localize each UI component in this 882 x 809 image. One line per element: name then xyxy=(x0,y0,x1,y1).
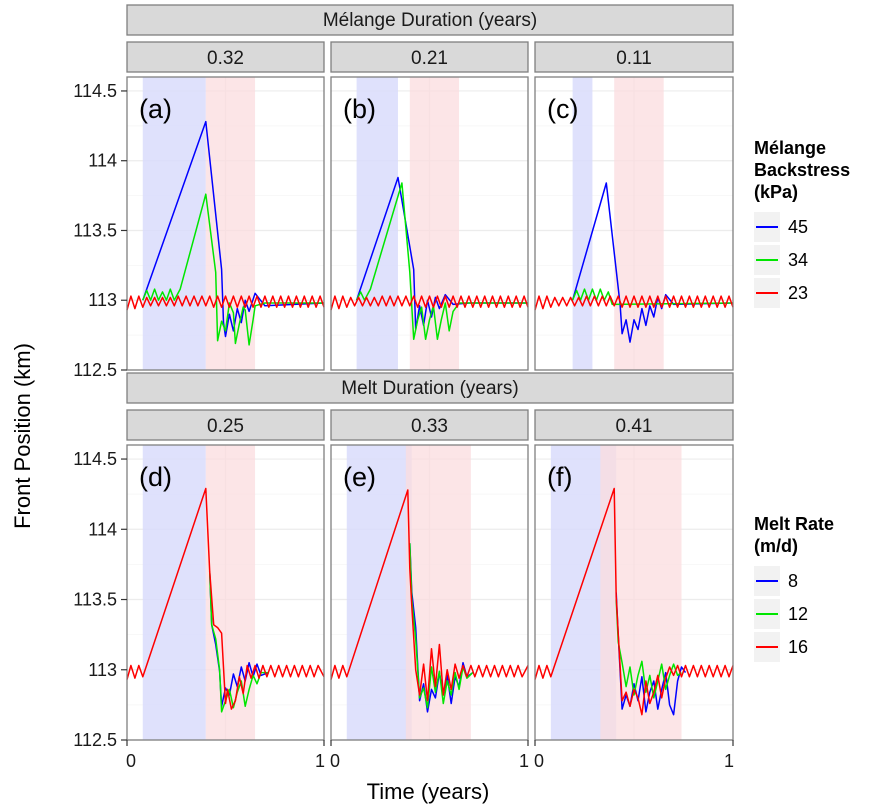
facet-strip-label: 0.25 xyxy=(207,416,244,437)
panel-label: (b) xyxy=(343,94,376,124)
legend-label: 16 xyxy=(788,637,808,657)
legend-label: 8 xyxy=(788,571,798,591)
y-axis-title: Front Position (km) xyxy=(10,343,35,529)
y-tick-label: 113.5 xyxy=(73,220,117,240)
facet-strip-label: 0.11 xyxy=(616,48,652,69)
x-axis-title: Time (years) xyxy=(367,779,490,804)
x-tick-label: 0 xyxy=(330,751,340,771)
row-strip-label: Melt Duration (years) xyxy=(341,378,518,399)
panel-a: 0.32 (a) 112.5 113 113.5 114 114.5 xyxy=(73,42,324,380)
panel-e: 0.33 (e) 0 1 xyxy=(330,410,529,771)
legend-title: Backstress xyxy=(754,160,850,180)
facet-strip-label: 0.32 xyxy=(207,48,244,69)
legend: Melt Rate(m/d) 8 12 16 xyxy=(754,514,834,662)
panel-f: 0.41 (f) 0 1 xyxy=(534,410,734,771)
x-tick-label: 0 xyxy=(126,751,136,771)
legend-label: 45 xyxy=(788,217,808,237)
panel-label: (f) xyxy=(547,462,572,492)
melt-period-shade xyxy=(410,77,459,370)
panel-d: 0.25 (d) 112.5 113 113.5 114 114.5 0 1 xyxy=(73,410,325,771)
legend-title: Melt Rate xyxy=(754,514,834,534)
melt-period-shade xyxy=(600,445,681,740)
y-tick-label: 112.5 xyxy=(73,730,117,750)
legend-title: (kPa) xyxy=(754,182,798,202)
row-strip-label: Mélange Duration (years) xyxy=(323,10,537,31)
y-tick-label: 114.5 xyxy=(73,81,117,101)
legend-label: 12 xyxy=(788,604,808,624)
x-tick-label: 1 xyxy=(315,751,325,771)
panel-c: 0.11 (c) xyxy=(535,42,733,370)
y-tick-label: 114 xyxy=(88,519,117,539)
facet-strip-label: 0.21 xyxy=(411,48,448,69)
panel-label: (e) xyxy=(343,462,376,492)
facet-row-2: Melt Duration (years) 0.25 (d) 112.5 113 113.… xyxy=(73,373,834,771)
y-tick-label: 113 xyxy=(88,660,117,680)
panel-b: 0.21 (b) xyxy=(331,42,528,370)
panel-label: (d) xyxy=(139,462,172,492)
legend-title: (m/d) xyxy=(754,536,798,556)
facet-strip-label: 0.33 xyxy=(411,416,448,437)
x-tick-label: 0 xyxy=(534,751,544,771)
y-tick-label: 113.5 xyxy=(73,590,117,610)
panel-label: (c) xyxy=(547,94,578,124)
y-tick-label: 114 xyxy=(88,151,117,171)
x-tick-label: 1 xyxy=(724,751,734,771)
melt-period-shade xyxy=(406,445,471,740)
panel-label: (a) xyxy=(139,94,172,124)
y-tick-label: 112.5 xyxy=(73,360,117,380)
legend-label: 34 xyxy=(788,250,808,270)
legend-label: 23 xyxy=(788,283,808,303)
x-tick-label: 1 xyxy=(519,751,529,771)
y-tick-label: 114.5 xyxy=(73,449,117,469)
facet-row-1: Mélange Duration (years) 0.32 (a) 112.5 113 1… xyxy=(73,5,850,380)
y-tick-label: 113 xyxy=(88,290,117,310)
legend-title: Mélange xyxy=(754,138,826,158)
facet-strip-label: 0.41 xyxy=(616,416,653,437)
